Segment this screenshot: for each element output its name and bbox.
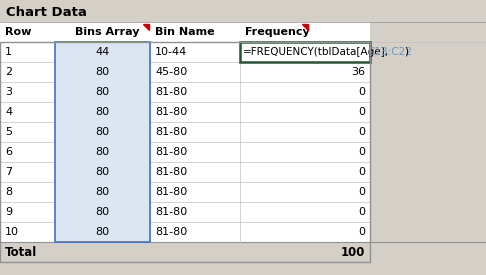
Text: Bin Name: Bin Name [155, 27, 215, 37]
Text: Bins Array: Bins Array [75, 27, 140, 37]
Bar [0, 242, 486, 262]
Polygon shape [302, 24, 308, 30]
Text: 81-80: 81-80 [155, 147, 187, 157]
Text: 80: 80 [95, 87, 109, 97]
Text: 80: 80 [95, 207, 109, 217]
Text: 10-44: 10-44 [155, 47, 187, 57]
Text: 80: 80 [95, 67, 109, 77]
Text: 9: 9 [5, 207, 12, 217]
Text: 3: 3 [5, 87, 12, 97]
Text: 80: 80 [95, 107, 109, 117]
Text: 80: 80 [95, 187, 109, 197]
Text: 0: 0 [358, 187, 365, 197]
Text: 80: 80 [95, 127, 109, 137]
Text: 6: 6 [5, 147, 12, 157]
Text: 81-80: 81-80 [155, 207, 187, 217]
Text: 0: 0 [358, 107, 365, 117]
Text: 44: 44 [95, 47, 110, 57]
Text: Chart Data: Chart Data [6, 6, 87, 18]
Text: ): ) [404, 47, 408, 57]
Bar [240, 42, 370, 62]
Text: 81-80: 81-80 [155, 167, 187, 177]
Bar [0, 42, 370, 262]
Text: Row: Row [5, 27, 32, 37]
Text: =FREQUENCY(tblData[Age],: =FREQUENCY(tblData[Age], [243, 47, 389, 57]
Text: 0: 0 [358, 207, 365, 217]
Text: 0: 0 [358, 147, 365, 157]
Text: 8: 8 [5, 187, 12, 197]
Polygon shape [143, 24, 149, 30]
Text: 80: 80 [95, 167, 109, 177]
Bar [0, 22, 370, 262]
Text: Total: Total [5, 246, 37, 258]
Text: 80: 80 [95, 227, 109, 237]
Text: 36: 36 [351, 67, 365, 77]
Text: 0: 0 [358, 87, 365, 97]
Text: Frequency: Frequency [245, 27, 310, 37]
Text: 5: 5 [5, 127, 12, 137]
Text: 10: 10 [5, 227, 19, 237]
Bar [0, 0, 486, 22]
Text: 81-80: 81-80 [155, 127, 187, 137]
Text: 7: 7 [5, 167, 12, 177]
Text: 80: 80 [95, 147, 109, 157]
Text: 0: 0 [358, 227, 365, 237]
Text: 0: 0 [358, 127, 365, 137]
Text: 81-80: 81-80 [155, 87, 187, 97]
Bar [55, 42, 150, 242]
Text: 45-80: 45-80 [155, 67, 187, 77]
Text: 1: 1 [5, 47, 12, 57]
Text: 81-80: 81-80 [155, 187, 187, 197]
Text: 2: 2 [5, 67, 12, 77]
Text: 81-80: 81-80 [155, 227, 187, 237]
Text: 4: 4 [5, 107, 12, 117]
Text: C13:C22: C13:C22 [368, 47, 413, 57]
Text: 100: 100 [341, 246, 365, 258]
Text: 0: 0 [358, 167, 365, 177]
Text: 81-80: 81-80 [155, 107, 187, 117]
